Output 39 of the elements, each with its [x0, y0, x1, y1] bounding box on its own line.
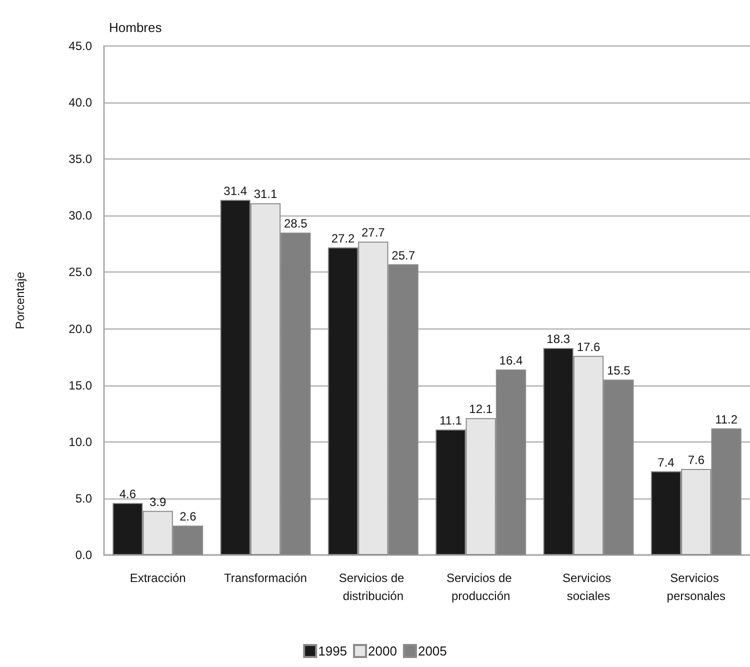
x-tick-label: Transformación [224, 571, 307, 585]
legend-label: 2000 [368, 644, 397, 658]
x-tick-label: Extracción [130, 571, 186, 585]
data-label: 25.7 [392, 248, 416, 262]
data-label: 16.4 [499, 354, 523, 368]
data-label: 3.9 [149, 494, 166, 509]
y-tick-label: 15.0 [68, 378, 92, 392]
x-tick-label: Servicios personales [666, 571, 726, 603]
y-tick-label: 5.0 [75, 491, 92, 506]
data-label: 12.1 [469, 402, 493, 416]
data-label: 15.5 [606, 364, 631, 378]
y-tick-label: 25.0 [68, 265, 92, 280]
data-label: 17.6 [576, 340, 600, 354]
legend-label: 2005 [418, 644, 447, 658]
data-label: 11.1 [439, 413, 462, 428]
data-label: 7.4 [658, 455, 675, 470]
y-tick-label: 45.0 [68, 39, 92, 53]
data-label: 31.1 [254, 187, 278, 202]
data-label: 27.7 [361, 226, 386, 240]
y-tick-label: 40.0 [68, 96, 92, 110]
data-label: 2.6 [180, 510, 197, 524]
x-tick-label: Servicios sociales [562, 571, 615, 603]
y-tick-label: 35.0 [68, 152, 92, 166]
y-tick-label: 30.0 [68, 208, 92, 223]
data-label: 4.6 [119, 486, 136, 501]
y-tick-label: 0.0 [75, 548, 92, 562]
y-axis-title: Porcentaje [13, 271, 27, 330]
chart-title: Hombres [109, 20, 162, 35]
x-tick-label: Servicios de distribución [338, 571, 408, 603]
legend-label: 1995 [318, 644, 348, 658]
data-label: 18.3 [546, 332, 570, 346]
data-label: 11.2 [715, 412, 738, 426]
data-label: 7.6 [688, 453, 705, 468]
y-tick-label: 20.0 [68, 322, 92, 336]
y-tick-label: 10.0 [68, 434, 92, 449]
data-label: 31.4 [224, 184, 248, 198]
data-label: 27.2 [331, 231, 356, 246]
x-tick-label: Servicios de producción [446, 571, 516, 603]
data-label: 28.5 [284, 216, 308, 231]
